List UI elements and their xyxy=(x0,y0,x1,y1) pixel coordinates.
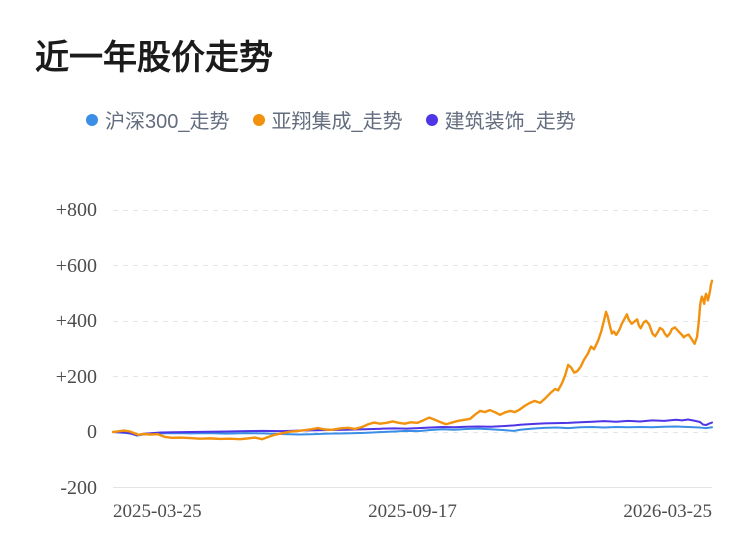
legend-item-jianzhu[interactable]: 建筑装饰_走势 xyxy=(425,105,576,134)
legend-item-yaxiang[interactable]: 亚翔集成_走势 xyxy=(252,105,403,134)
legend-label-yaxiang: 亚翔集成_走势 xyxy=(271,111,403,133)
series-line-yaxiang xyxy=(113,281,712,439)
legend-label-jianzhu: 建筑装饰_走势 xyxy=(444,111,576,133)
gridline xyxy=(113,209,712,211)
legend-dot-hs300-icon xyxy=(86,113,98,126)
gridline xyxy=(113,376,712,377)
plot-area[interactable] xyxy=(113,210,712,488)
series-line-jianzhu xyxy=(113,420,712,436)
gridline xyxy=(113,320,712,322)
legend-dot-jianzhu-icon xyxy=(425,113,438,126)
y-axis-tick-label: -200 xyxy=(60,476,97,499)
chart-title: 近一年股价走势 xyxy=(35,39,273,77)
x-axis-tick-label: 2025-09-17 xyxy=(368,501,457,522)
chart-legend: 沪深300_走势 亚翔集成_走势 建筑装饰_走势 xyxy=(86,105,576,134)
legend-item-hs300[interactable]: 沪深300_走势 xyxy=(86,105,230,134)
legend-label-hs300: 沪深300_走势 xyxy=(105,111,230,133)
gridline xyxy=(113,487,712,488)
y-axis-tick-label: 0 xyxy=(87,421,97,443)
legend-dot-yaxiang-icon xyxy=(252,113,265,126)
y-axis-tick-label: +400 xyxy=(55,310,97,332)
y-axis-tick-label: +200 xyxy=(55,365,97,388)
series-line-hs300 xyxy=(113,426,712,435)
gridline xyxy=(113,265,712,266)
y-axis-tick-label: +600 xyxy=(55,254,97,277)
x-axis-tick-label: 2026-03-25 xyxy=(623,501,712,522)
x-axis-tick-label: 2025-03-25 xyxy=(113,501,202,522)
y-axis-tick-label: +800 xyxy=(55,199,97,221)
